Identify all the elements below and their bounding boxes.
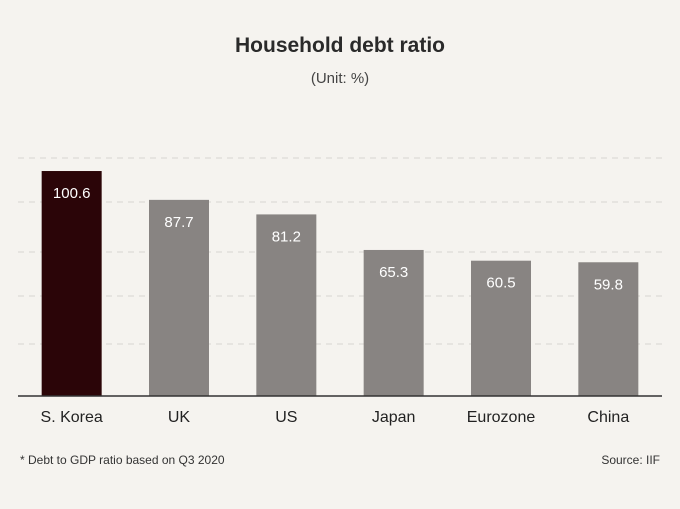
bar-china: [578, 262, 639, 396]
data-label: 81.2: [272, 228, 301, 245]
bar-eurozone: [471, 260, 531, 396]
chart-subtitle: (Unit: %): [310, 70, 370, 87]
source-note: Source: IIF: [601, 453, 660, 467]
data-label: 65.3: [379, 264, 408, 281]
x-tick-label: China: [587, 409, 629, 426]
x-tick-label: Eurozone: [467, 409, 536, 426]
data-label: 60.5: [486, 275, 515, 292]
data-label: 87.7: [164, 214, 193, 231]
footnote: * Debt to GDP ratio based on Q3 2020: [20, 453, 225, 467]
x-tick-label: UK: [168, 409, 191, 426]
bar-japan: [363, 249, 424, 396]
bar-uk: [149, 199, 209, 396]
grid-lines: [18, 157, 662, 345]
bar-s-korea: [41, 171, 102, 396]
x-tick-label: US: [275, 409, 297, 426]
bar-us: [256, 214, 317, 396]
bars: 100.6 87.7 81.2 65.3 60.5 59.8: [41, 171, 639, 396]
x-tick-label: Japan: [372, 409, 416, 426]
data-label: 100.6: [53, 185, 91, 202]
x-tick-label: S. Korea: [41, 409, 103, 426]
x-tick-labels: S. Korea UK US Japan Eurozone China: [41, 409, 630, 426]
chart-title: Household debt ratio: [235, 34, 445, 57]
data-label: 59.8: [594, 276, 623, 293]
